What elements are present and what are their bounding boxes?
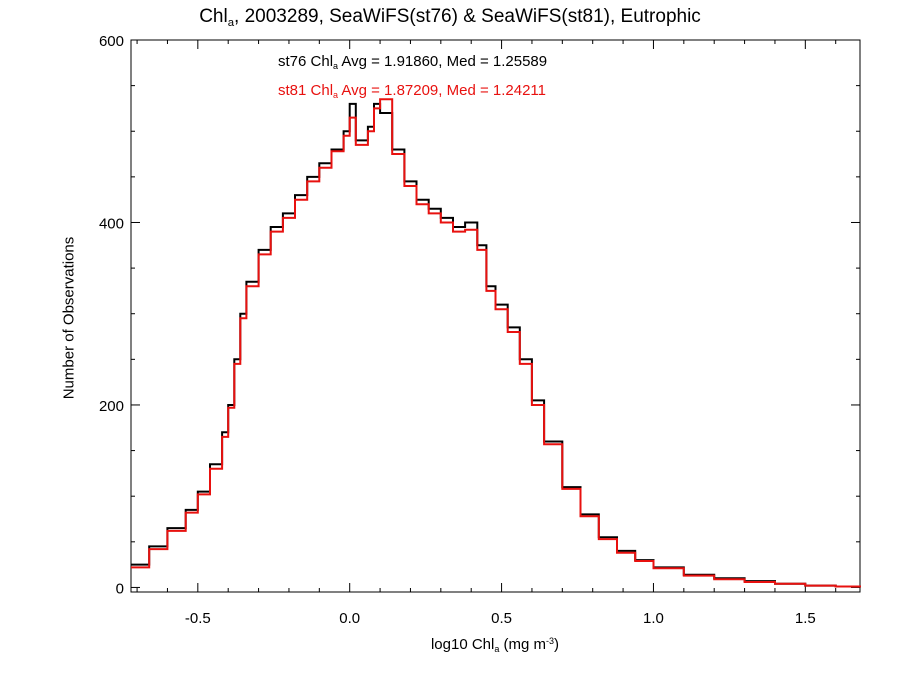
tick-labels: -0.5 0.0 0.5 1.0 1.5 0 200 400 600 [99, 33, 816, 627]
x-tick-label: 1.0 [643, 610, 664, 627]
y-tick-label: 0 [116, 580, 124, 597]
x-axis-label: log10 Chla (mg m-3) [430, 636, 560, 655]
y-tick-label: 400 [99, 215, 124, 232]
plot-frame [130, 39, 861, 593]
chart-title: Chla, 2003289, SeaWiFS(st76) & SeaWiFS(s… [199, 6, 701, 29]
series-layer [131, 98, 861, 588]
y-tick-label: 600 [99, 33, 124, 50]
y-axis-label: Number of Observations [60, 236, 78, 400]
st81-stats-label: st81 Chla Avg = 1.87209, Med = 1.24211 [278, 82, 546, 101]
st76-stats-label: st76 Chla Avg = 1.91860, Med = 1.25589 [278, 53, 548, 72]
series-st81-line [131, 98, 861, 588]
x-tick-label: 0.0 [339, 610, 360, 627]
x-tick-label: 0.5 [491, 610, 512, 627]
x-tick-label: 1.5 [795, 610, 816, 627]
x-tick-label: -0.5 [185, 610, 211, 627]
y-tick-label: 200 [99, 398, 124, 415]
